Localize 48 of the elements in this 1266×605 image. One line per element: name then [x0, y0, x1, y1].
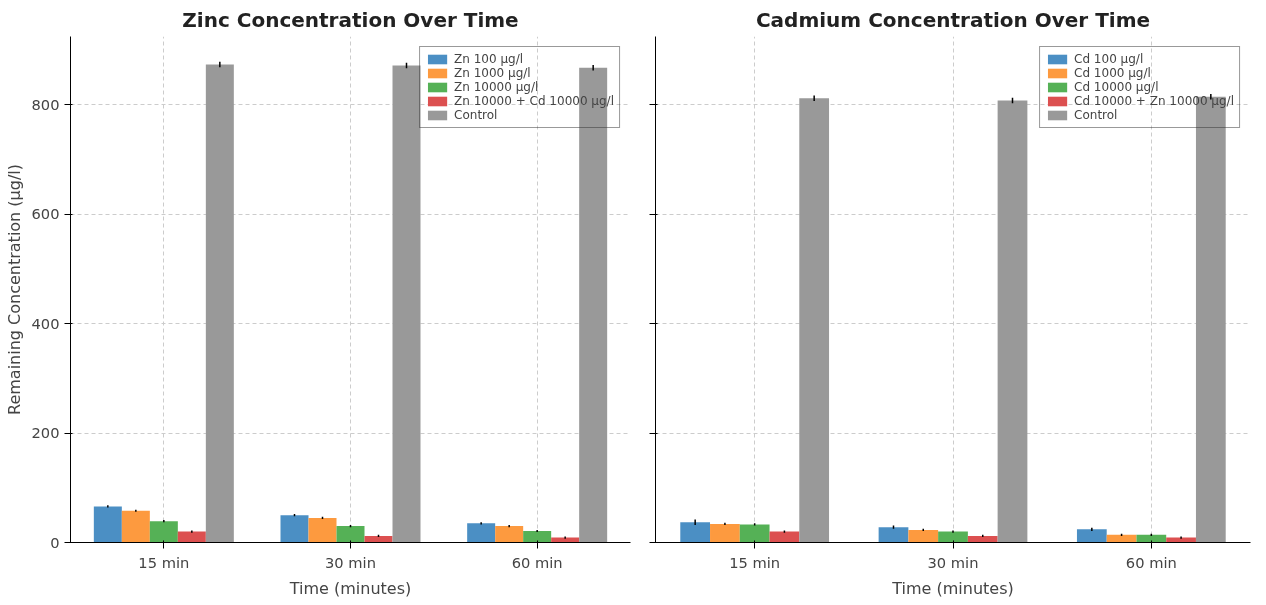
bar [908, 529, 939, 543]
legend-label: Cd 100 µg/l [1074, 52, 1144, 66]
chart-title: Cadmium Concentration Over Time [755, 7, 1151, 32]
chart-title: Zinc Concentration Over Time [182, 7, 519, 32]
x-tick-label: 15 min [729, 553, 781, 571]
x-tick-label: 15 min [138, 553, 190, 571]
x-axis-title: Time (minutes) [891, 578, 1014, 598]
bar [938, 531, 968, 543]
y-axis-title: Remaining Concentration (µg/l) [4, 164, 24, 415]
bar [280, 515, 309, 543]
bar [1076, 529, 1107, 543]
bar [1136, 534, 1167, 543]
bar [878, 527, 909, 543]
legend-label: Control [454, 108, 498, 122]
bar [392, 65, 421, 543]
legend-label: Zn 1000 µg/l [454, 66, 531, 80]
y-tick-label: 600 [31, 205, 60, 223]
y-tick-label: 200 [31, 424, 60, 442]
x-tick-label: 60 min [1125, 553, 1177, 571]
legend-label: Cd 10000 µg/l [1074, 80, 1159, 94]
bar [967, 535, 998, 543]
bar [680, 522, 711, 543]
legend-label: Cd 1000 µg/l [1074, 66, 1151, 80]
x-tick-label: 30 min [325, 553, 376, 571]
bar [308, 517, 337, 543]
bar [336, 526, 365, 543]
x-axis-title: Time (minutes) [288, 578, 412, 598]
bar [495, 526, 524, 543]
bar [121, 510, 150, 543]
bar [205, 64, 234, 543]
bar [364, 535, 393, 543]
y-tick-label: 400 [31, 314, 60, 332]
bar [739, 524, 770, 543]
x-tick-label: 60 min [511, 553, 563, 571]
x-tick-label: 30 min [927, 553, 979, 571]
bar [149, 521, 178, 543]
bar [93, 506, 122, 543]
legend-label: Control [1074, 108, 1118, 122]
bar [710, 523, 740, 543]
legend-label: Zn 100 µg/l [454, 52, 524, 66]
bar [467, 523, 496, 543]
y-tick-label: 800 [31, 95, 60, 113]
y-tick-label: 0 [50, 533, 60, 551]
bar [523, 531, 552, 543]
bar [997, 100, 1028, 543]
bar [799, 98, 830, 543]
legend-label: Zn 10000 µg/l [454, 80, 539, 94]
bar [177, 531, 206, 543]
